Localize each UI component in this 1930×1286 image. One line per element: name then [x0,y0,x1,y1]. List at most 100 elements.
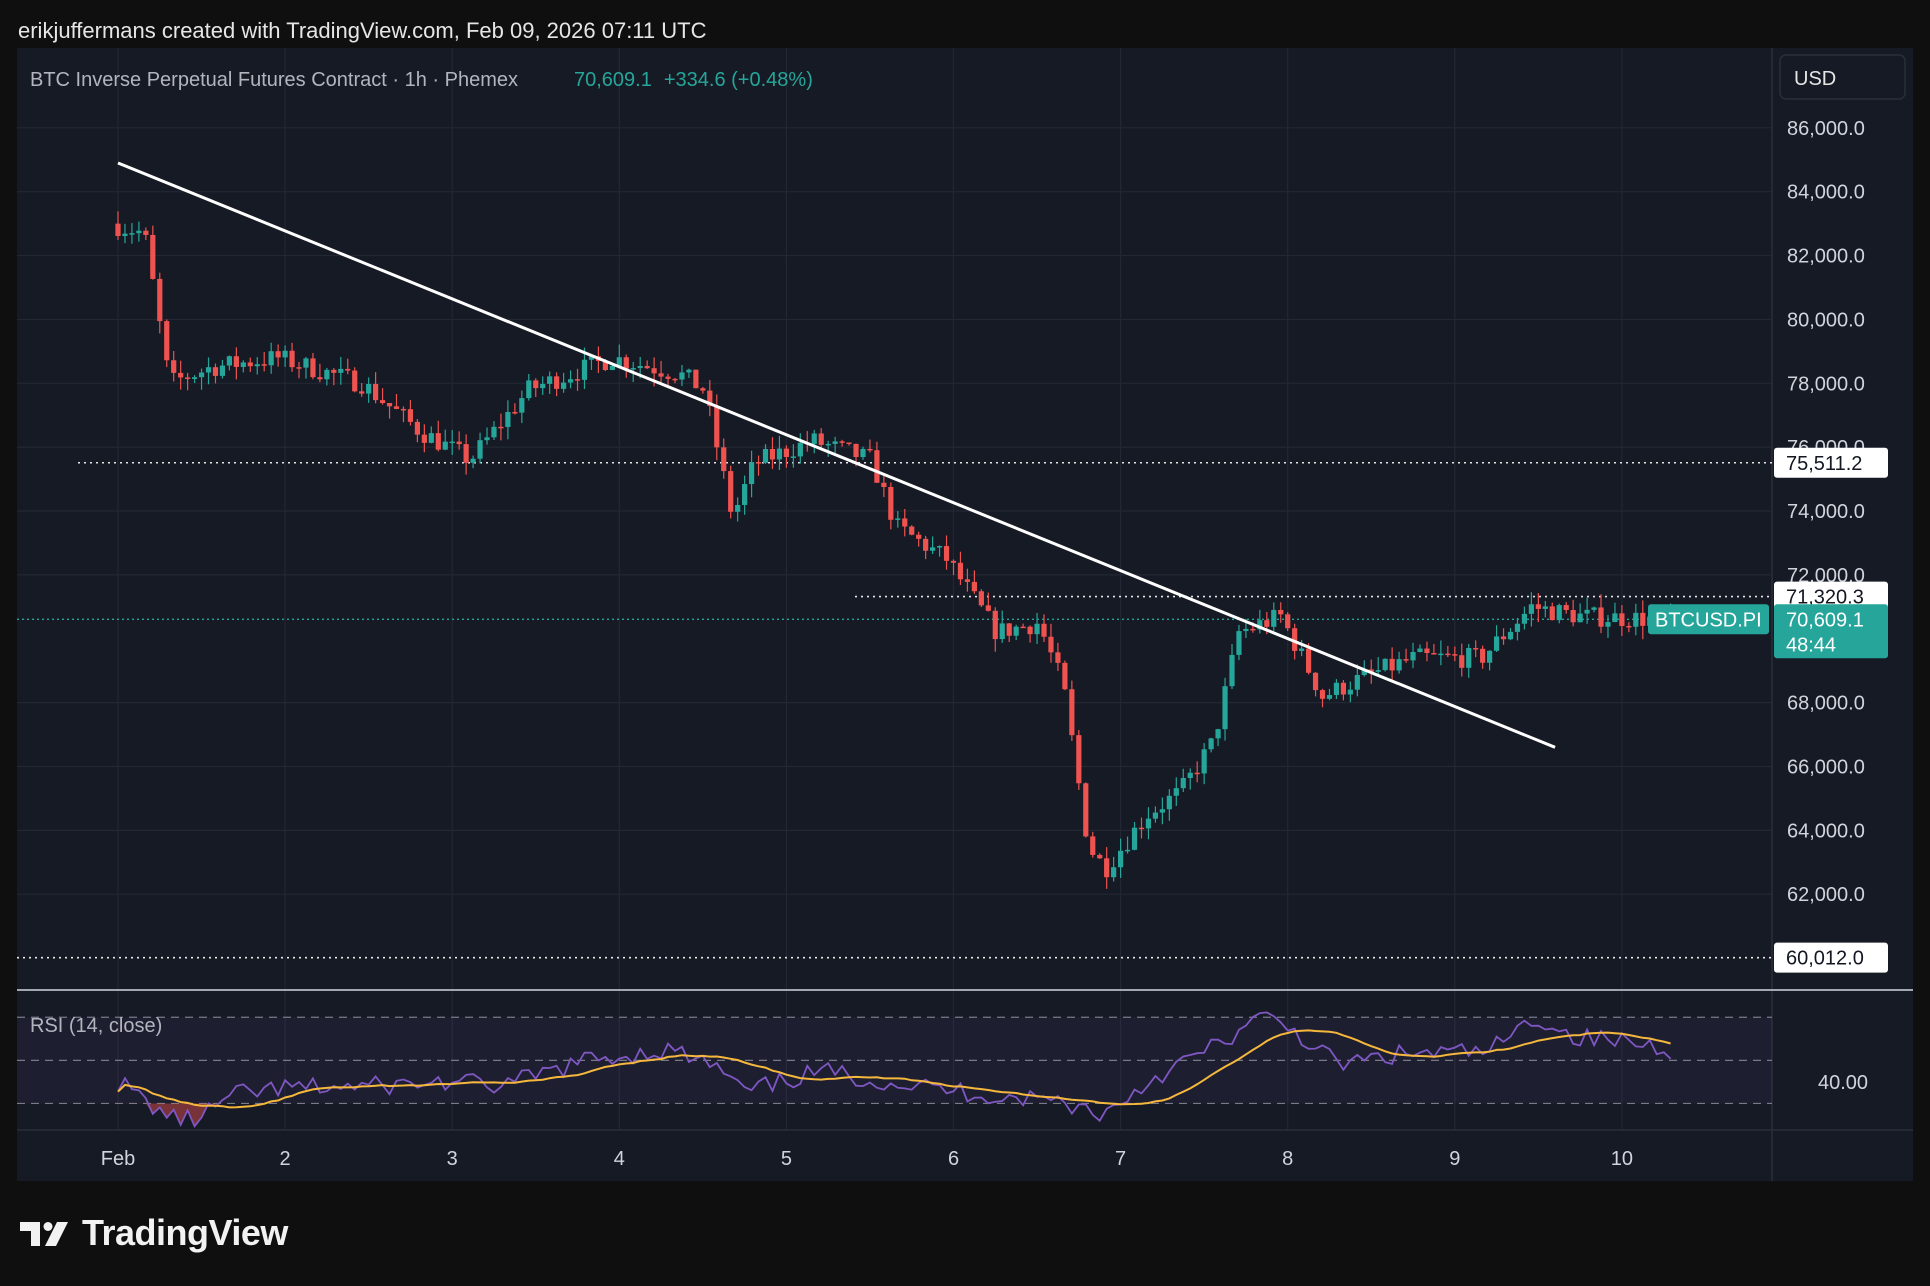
candlestick-series [115,211,1674,889]
candle-body [1034,623,1040,635]
time-axis[interactable]: Feb 2 3 4 5 6 7 8 9 10 [101,1148,1633,1170]
candle-body [1584,609,1590,614]
candle-body [1445,653,1451,656]
candle-body [338,368,344,373]
candle-body [303,358,309,368]
candle-body [1138,827,1145,830]
candle-body [748,462,755,485]
candle-body [1626,625,1632,628]
candle-body [957,562,964,580]
candle-body [533,380,539,389]
candle-body [1452,654,1458,656]
candle-body [547,376,553,384]
candle-body [1619,613,1625,626]
candle-body [1257,620,1263,630]
candle-body [178,372,184,378]
chart-credit: erikjuffermans created with TradingView.… [18,18,707,43]
candle-body [1535,604,1541,609]
candle-body [136,230,142,234]
candle-body [1333,682,1340,696]
candle-body [623,357,629,369]
currency-button[interactable]: USD [1779,54,1906,100]
time-tick-label: 5 [781,1148,792,1170]
price-tick-label: 62,000.0 [1787,884,1865,906]
candle-body [1118,850,1124,868]
candle-body [554,376,560,389]
candle-body [630,368,636,370]
tradingview-logo[interactable]: TradingView [20,1212,288,1254]
candle-body [1438,653,1444,656]
candle-body [540,383,546,389]
candle-body [1159,809,1165,813]
candle-body [1354,674,1360,690]
candle-body [874,450,880,483]
candle-body [150,234,156,279]
candle-body [484,437,490,441]
candle-body [1500,636,1507,640]
time-tick-label: 10 [1611,1148,1633,1170]
candle-body [853,443,859,458]
price-tick-label: 82,000.0 [1787,246,1865,268]
rsi-pane [17,1011,1772,1129]
candle-body [637,366,643,369]
candle-body [1542,606,1548,609]
price-tick-label: 78,000.0 [1787,373,1865,395]
legend-last-price: 70,609.1 [574,69,652,91]
candle-body [1236,631,1242,655]
candle-body [296,367,302,369]
rsi-oversold-fill [118,1103,216,1127]
candle-body [198,372,205,378]
tradingview-wordmark: TradingView [82,1212,288,1253]
candle-body [1431,653,1437,655]
candle-body [881,482,887,487]
candle-body [1591,607,1597,610]
candle-body [1145,818,1152,829]
candle-body [978,591,984,606]
candle-body [1027,626,1033,635]
candle-body [1020,626,1026,629]
candle-body [1041,623,1047,637]
candle-body [289,350,295,368]
candle-body [776,448,783,460]
candle-body [665,376,671,379]
candle-body [519,398,525,413]
candle-body [651,368,657,374]
candle-body [185,377,191,380]
candle-body [790,456,796,458]
candle-body [936,546,943,548]
price-tick-label: 74,000.0 [1787,501,1865,523]
price-axis[interactable]: 86,000.0 84,000.0 82,000.0 80,000.0 78,000.0… [1787,118,1868,1094]
trendline[interactable] [117,161,1556,749]
candle-body [1271,609,1277,627]
candle-body [1055,652,1061,663]
candle-body [1250,628,1256,631]
candle-body [1222,686,1228,730]
candle-body [721,447,727,472]
candle-body [860,448,866,458]
candle-body [950,560,957,563]
price-tick-label: 86,000.0 [1787,118,1865,140]
price-marker-label: 75,511.2 [1786,453,1862,475]
rsi-legend[interactable]: RSI (14, close) [30,1015,162,1037]
trendline-layer[interactable] [117,161,1556,749]
price-marker-label: 71,320.3 [1786,587,1864,609]
candle-body [282,350,288,358]
candle-body [909,526,915,535]
candle-body [700,388,706,391]
candle-body [728,471,734,512]
candle-body [310,358,316,378]
candle-body [1111,867,1117,878]
price-level-lines [17,461,1772,959]
candle-body [783,448,789,457]
symbol-legend[interactable]: BTC Inverse Perpetual Futures Contract ·… [30,69,518,91]
candle-body [769,449,776,460]
candle-body [825,443,831,446]
candle-body [672,378,678,381]
candle-body [616,357,622,366]
candle-body [971,581,977,592]
candle-body [1305,648,1312,673]
candle-body [1473,648,1479,650]
candle-body [254,364,260,367]
candle-body [1466,648,1472,668]
